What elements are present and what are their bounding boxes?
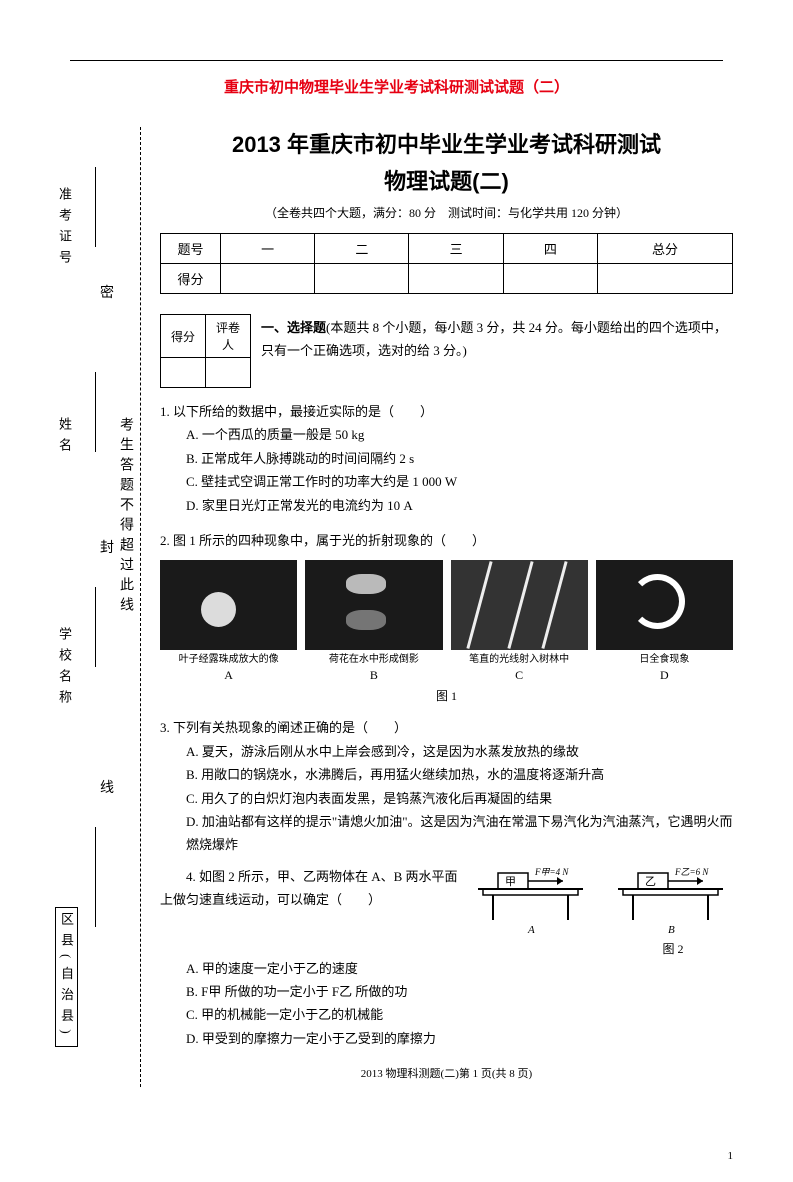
q4-row: 4. 如图 2 所示，甲、乙两物体在 A、B 两水平面上做匀速直线运动，可以确定…	[160, 865, 733, 957]
grader-score-val	[161, 358, 206, 388]
grader-marker: 评卷人	[206, 315, 251, 358]
score-th-5: 总分	[597, 234, 732, 264]
q4-D: D. 甲受到的摩擦力一定小于乙受到的摩擦力	[160, 1027, 733, 1050]
grader-score: 得分	[161, 315, 206, 358]
q2-imgB	[305, 560, 442, 650]
side-line-4	[95, 827, 96, 927]
q2-letA: A	[160, 668, 297, 683]
score-cell-3	[409, 264, 503, 294]
grader-table: 得分 评卷人	[160, 314, 251, 388]
lotus-icon	[346, 574, 386, 594]
q2-capB: 荷花在水中形成倒影	[305, 654, 442, 666]
q1-C: C. 壁挂式空调正常工作时的功率大约是 1 000 W	[160, 470, 733, 493]
side-line-2	[95, 372, 96, 452]
seal-feng: 封	[100, 537, 114, 557]
score-th-4: 四	[503, 234, 597, 264]
exam-warning: 考生答题不得超过此线	[115, 417, 135, 767]
q1-D: D. 家里日光灯正常发光的电流约为 10 A	[160, 494, 733, 517]
yi-label: 乙	[645, 875, 656, 888]
title-line2: 物理试题(二)	[160, 164, 733, 196]
pos-A: A	[527, 924, 535, 935]
q1-A: A. 一个西瓜的质量一般是 50 kg	[160, 423, 733, 446]
eclipse-icon	[630, 574, 685, 629]
q2-figures: 叶子经露珠成放大的像 A 荷花在水中形成倒影 B 笔直的光线射入树林中 C	[160, 560, 733, 683]
lotus-reflect-icon	[346, 610, 386, 630]
q4-figlabel: 图 2	[613, 940, 733, 957]
q2-fig-C: 笔直的光线射入树林中 C	[451, 560, 588, 683]
q2-capC: 笔直的光线射入树林中	[451, 654, 588, 666]
title-line1: 2013 年重庆市初中毕业生学业考试科研测试	[160, 127, 733, 159]
grader-marker-val	[206, 358, 251, 388]
q2-imgD	[596, 560, 733, 650]
score-row-label: 得分	[161, 264, 221, 294]
q4-figs: 甲 F甲=4 N A 乙	[473, 865, 733, 957]
seal-xian: 线	[100, 777, 114, 797]
dewdrop-icon	[201, 592, 236, 627]
q4-C: C. 甲的机械能一定小于乙的机械能	[160, 1003, 733, 1026]
F-yi-label: F乙=6 N	[674, 867, 709, 877]
table-jia-icon: 甲 F甲=4 N A	[473, 865, 593, 935]
seal-mi: 密	[100, 282, 114, 302]
lightray1-icon	[466, 561, 492, 649]
q2-imgA	[160, 560, 297, 650]
q2-letB: B	[305, 668, 442, 683]
content-area: 2013 年重庆市初中毕业生学业考试科研测试 物理试题(二) （全卷共四个大题，…	[160, 127, 743, 1081]
F-jia-label: F甲=4 N	[534, 867, 569, 877]
page-number: 1	[728, 1150, 734, 1162]
q2-capD: 日全食现象	[596, 654, 733, 666]
q2-letC: C	[451, 668, 588, 683]
side-name-label: 姓名	[55, 417, 74, 459]
q4-fig-yi: 乙 F乙=6 N B 图 2	[613, 865, 733, 957]
section1-intro: 一、选择题(本题共 8 个小题，每小题 3 分，共 24 分。每小题给出的四个选…	[261, 314, 733, 388]
q1-stem: 1. 以下所给的数据中，最接近实际的是（ ）	[160, 400, 733, 423]
q2-letD: D	[596, 668, 733, 683]
lightray2-icon	[508, 561, 534, 649]
q1-B: B. 正常成年人脉搏跳动的时间间隔约 2 s	[160, 447, 733, 470]
side-county-label: 区县(自治县)	[55, 907, 78, 1047]
q4-B: B. F甲 所做的功一定小于 F乙 所做的功	[160, 980, 733, 1003]
table-yi-icon: 乙 F乙=6 N B	[613, 865, 733, 935]
exam-info: （全卷共四个大题，满分：80 分 测试时间：与化学共用 120 分钟）	[160, 204, 733, 221]
q3-B: B. 用敞口的锅烧水，水沸腾后，再用猛火继续加热，水的温度将逐渐升高	[160, 763, 733, 786]
q2-fig-A: 叶子经露珠成放大的像 A	[160, 560, 297, 683]
q4-A: A. 甲的速度一定小于乙的速度	[160, 957, 733, 980]
score-cell-1	[221, 264, 315, 294]
q2-fig-B: 荷花在水中形成倒影 B	[305, 560, 442, 683]
doc-header: 重庆市初中物理毕业生学业考试科研测试试题（二）	[0, 76, 793, 97]
side-id-label: 准考证号	[55, 187, 74, 271]
q3-A: A. 夏天，游泳后刚从水中上岸会感到冷，这是因为水蒸发放热的缘故	[160, 740, 733, 763]
dotted-boundary	[140, 127, 141, 1087]
score-cell-5	[597, 264, 732, 294]
q2-stem: 2. 图 1 所示的四种现象中，属于光的折射现象的（ ）	[160, 529, 733, 552]
score-th-3: 三	[409, 234, 503, 264]
q2-figlabel: 图 1	[160, 687, 733, 704]
score-th-0: 题号	[161, 234, 221, 264]
page-container: 准考证号 密 姓名 封 学校名称 线 区县(自治县) 考生答题不得超过此线 20…	[50, 127, 743, 1087]
q4-stem: 4. 如图 2 所示，甲、乙两物体在 A、B 两水平面上做匀速直线运动，可以确定…	[160, 865, 458, 957]
q3-stem: 3. 下列有关热现象的阐述正确的是（ ）	[160, 716, 733, 739]
q3-D: D. 加油站都有这样的提示"请熄火加油"。这是因为汽油在常温下易汽化为汽油蒸汽，…	[160, 810, 733, 857]
score-th-1: 一	[221, 234, 315, 264]
score-table: 题号 一 二 三 四 总分 得分	[160, 233, 733, 294]
grader-section: 得分 评卷人 一、选择题(本题共 8 个小题，每小题 3 分，共 24 分。每小…	[160, 314, 733, 388]
score-cell-4	[503, 264, 597, 294]
page-footer: 2013 物理科测题(二)第 1 页(共 8 页)	[160, 1065, 733, 1081]
q2-capA: 叶子经露珠成放大的像	[160, 654, 297, 666]
section1-bold: 一、选择题	[261, 320, 326, 335]
score-th-2: 二	[315, 234, 409, 264]
q4-fig-jia: 甲 F甲=4 N A	[473, 865, 593, 957]
q2-imgC	[451, 560, 588, 650]
q3-C: C. 用久了的白炽灯泡内表面发黑，是钨蒸汽液化后再凝固的结果	[160, 787, 733, 810]
top-divider	[70, 60, 723, 61]
jia-label: 甲	[505, 876, 516, 888]
side-school-label: 学校名称	[55, 627, 74, 711]
lightray3-icon	[542, 561, 568, 649]
pos-B: B	[668, 924, 675, 935]
side-margin: 准考证号 密 姓名 封 学校名称 线 区县(自治县) 考生答题不得超过此线	[50, 127, 150, 1087]
side-line-3	[95, 587, 96, 667]
side-line-1	[95, 167, 96, 247]
q2-fig-D: 日全食现象 D	[596, 560, 733, 683]
section1-rest: (本题共 8 个小题，每小题 3 分，共 24 分。每小题给出的四个选项中，只有…	[261, 320, 727, 358]
score-cell-2	[315, 264, 409, 294]
